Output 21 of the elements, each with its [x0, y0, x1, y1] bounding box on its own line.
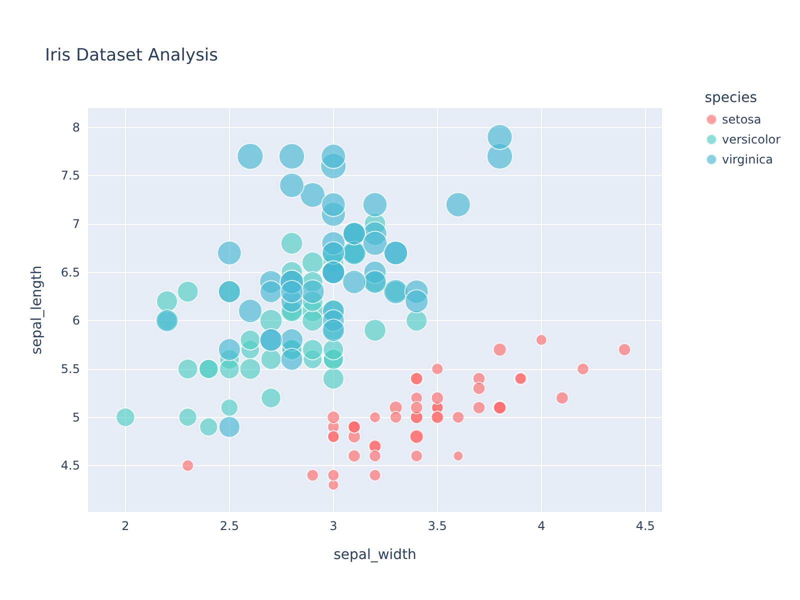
x-tick-label: 4.5 — [636, 519, 655, 533]
y-tick-label: 5.5 — [60, 362, 80, 376]
y-tick-label: 5 — [72, 410, 80, 424]
y-tick-label: 4.5 — [60, 458, 80, 473]
x-tick-label: 4 — [538, 519, 546, 533]
x-tick-label: 2 — [122, 519, 130, 533]
legend-label: setosa — [722, 112, 762, 126]
chart-title: Iris Dataset Analysis — [45, 46, 218, 66]
legend-label: virginica — [722, 152, 773, 166]
y-tick-label: 7 — [72, 216, 80, 231]
y-tick-label: 6.5 — [60, 265, 80, 280]
legend-label: versicolor — [722, 132, 781, 146]
y-tick-label: 8 — [72, 120, 80, 134]
x-axis-title: sepal_width — [334, 547, 416, 563]
y-axis-title: sepal_length — [29, 266, 45, 354]
x-tick-label: 3 — [330, 519, 338, 533]
legend-title: species — [704, 90, 758, 106]
x-tick-label: 2.5 — [220, 519, 239, 533]
x-tick-label: 3.5 — [428, 519, 447, 533]
y-tick-label: 6 — [72, 314, 80, 328]
y-tick-label: 7.5 — [60, 168, 80, 183]
